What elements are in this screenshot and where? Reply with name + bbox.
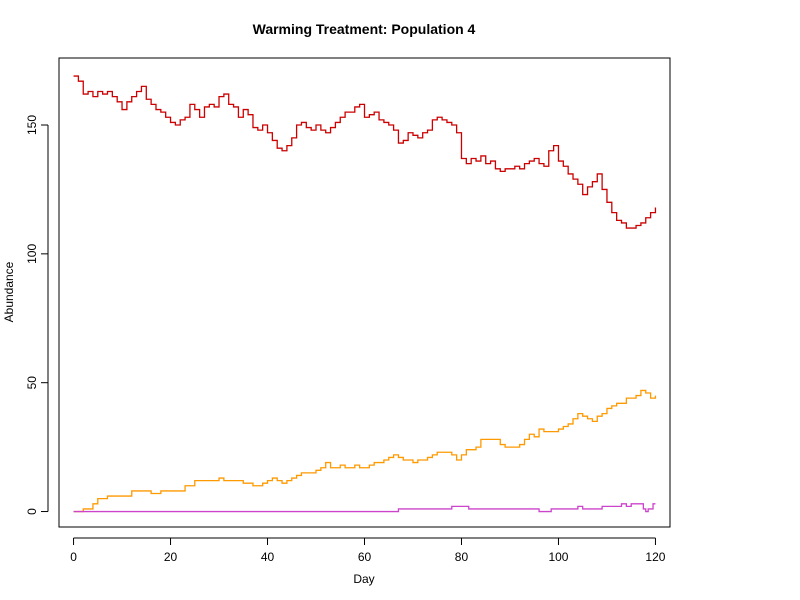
y-tick-label: 0	[25, 508, 39, 515]
series-line-3	[73, 503, 656, 513]
y-axis: 0 50 100 150	[25, 115, 49, 515]
x-tick-label: 80	[455, 550, 469, 564]
y-tick-label: 150	[25, 115, 39, 135]
x-tick-label: 100	[548, 550, 568, 564]
chart-title: Warming Treatment: Population 4	[253, 21, 476, 37]
y-tick-label: 50	[25, 376, 39, 390]
plot-frame	[58, 57, 671, 528]
y-tick-label: 100	[25, 244, 39, 264]
x-tick-label: 0	[70, 550, 77, 564]
series-line-1	[73, 75, 657, 229]
series-line-2	[73, 389, 657, 513]
y-axis-label: Abundance	[2, 261, 16, 322]
x-axis-label: Day	[353, 572, 374, 586]
x-tick-label: 40	[261, 550, 275, 564]
x-axis: 0 20 40 60 80 100 120	[70, 537, 666, 564]
x-tick-label: 120	[645, 550, 665, 564]
x-tick-label: 60	[358, 550, 372, 564]
x-tick-label: 20	[164, 550, 178, 564]
series-layer	[73, 75, 657, 513]
